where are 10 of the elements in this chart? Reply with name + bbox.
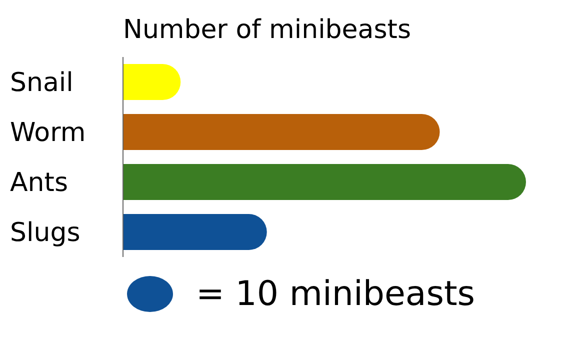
chart-title: Number of minibeasts (123, 14, 412, 47)
text: = 10 minibeasts (196, 274, 476, 314)
y-tick-label: Ants (10, 168, 68, 198)
bar (123, 64, 181, 100)
y-tick-label: Worm (10, 118, 86, 148)
bar (123, 214, 267, 250)
bar (123, 114, 440, 150)
y-tick-label: Snail (10, 68, 74, 98)
bar (123, 164, 526, 200)
y-tick-label: Slugs (10, 218, 80, 248)
